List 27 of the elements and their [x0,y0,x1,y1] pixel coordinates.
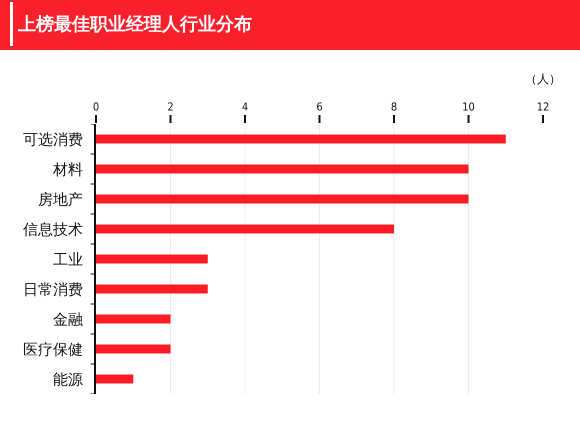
y-tick-label: 信息技术 [23,220,83,238]
bar [96,134,506,144]
x-axis-title: （人） [525,72,561,86]
y-tick-label: 金融 [53,310,83,328]
bar [96,164,468,174]
y-tick-label: 材料 [52,160,83,178]
x-tick-label: 6 [316,100,323,114]
bar [96,194,468,204]
x-tick-label: 0 [92,100,100,114]
y-tick-label: 房地产 [38,190,83,208]
x-tick-label: 12 [536,100,550,114]
chart-title: 上榜最佳职业经理人行业分布 [18,13,252,37]
y-tick-label: 能源 [53,370,83,388]
bar [96,254,208,264]
x-tick-label: 8 [390,100,398,114]
bar [96,314,170,324]
bar [96,374,134,384]
y-tick-label: 日常消费 [23,280,83,298]
bar [96,224,394,234]
bar [96,284,208,294]
x-tick-label: 2 [167,100,174,114]
y-tick-label: 可选消费 [23,130,83,148]
bar [96,344,170,354]
x-tick-label: 10 [462,100,475,114]
y-tick-label: 工业 [53,250,83,268]
y-tick-label: 医疗保健 [23,340,83,358]
x-tick-label: 4 [242,100,248,114]
